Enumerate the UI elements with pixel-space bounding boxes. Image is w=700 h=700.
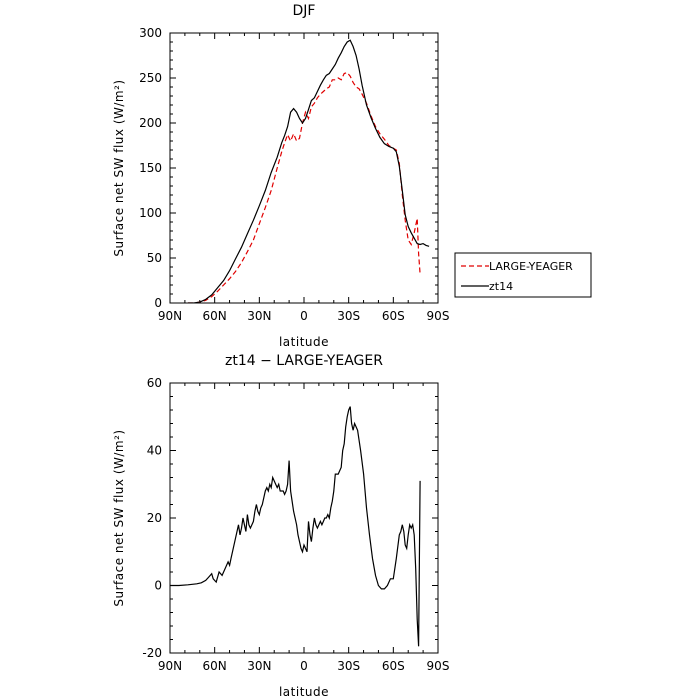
y-tick-label: 250	[139, 71, 162, 85]
x-tick-label: 30S	[337, 659, 360, 673]
y-tick-label: 20	[147, 511, 162, 525]
x-tick-label: 0	[300, 659, 308, 673]
legend-label: zt14	[489, 280, 513, 293]
legend: LARGE-YEAGER zt14	[454, 252, 592, 298]
y-axis-title: Surface net SW flux (W/m²)	[112, 429, 126, 606]
plot-frame	[169, 32, 439, 304]
y-tick-label: 50	[147, 251, 162, 265]
x-tick-label: 30S	[337, 309, 360, 323]
x-tick-label: 30N	[247, 309, 271, 323]
x-tick-label: 0	[300, 309, 308, 323]
top-chart-panel: DJF 90N 60N 30N 0 30S 60S 90S 0 50 100 150 200 250 300…	[112, 3, 592, 349]
x-tick-label: 90N	[158, 309, 182, 323]
y-tick-label: 200	[139, 116, 162, 130]
y-tick-label: 0	[154, 579, 162, 593]
bottom-chart-panel: zt14 − LARGE-YEAGER 90N 60N 30N 0 30S 60S 90S -2…	[112, 353, 449, 699]
y-tick-label: 300	[139, 26, 162, 40]
x-tick-label: 90S	[427, 659, 450, 673]
y-tick-label: 150	[139, 161, 162, 175]
x-axis-title: latitude	[279, 685, 329, 699]
y-tick-label: 100	[139, 206, 162, 220]
legend-label: LARGE-YEAGER	[489, 260, 573, 273]
series-line-difference	[170, 406, 421, 647]
series-line-zt14	[187, 39, 430, 303]
x-tick-label: 60N	[203, 659, 227, 673]
series-line-large-yeager	[187, 71, 421, 303]
x-tick-label: 90S	[427, 309, 450, 323]
plot-frame	[169, 382, 439, 654]
x-tick-label: 60S	[382, 659, 405, 673]
y-tick-label: 60	[147, 376, 162, 390]
y-tick-label: 0	[154, 296, 162, 310]
chart-title: DJF	[293, 3, 316, 19]
legend-box	[454, 252, 592, 298]
x-tick-label: 60N	[203, 309, 227, 323]
chart-title: zt14 − LARGE-YEAGER	[225, 353, 383, 369]
y-axis-title: Surface net SW flux (W/m²)	[112, 79, 126, 256]
x-tick-label: 60S	[382, 309, 405, 323]
x-tick-label: 90N	[158, 659, 182, 673]
x-axis-title: latitude	[279, 335, 329, 349]
y-tick-label: 40	[147, 444, 162, 458]
y-tick-label: -20	[142, 646, 162, 660]
x-tick-label: 30N	[247, 659, 271, 673]
